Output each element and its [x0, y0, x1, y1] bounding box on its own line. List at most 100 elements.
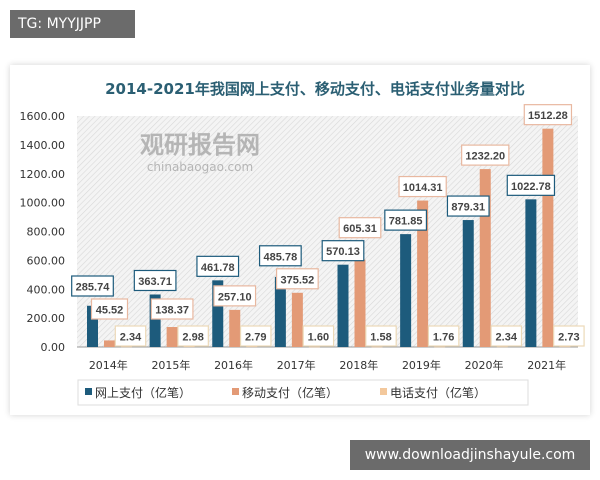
data-label-text: 461.78	[201, 262, 235, 274]
data-label-online: 285.74	[71, 275, 114, 297]
bar-phone	[434, 346, 446, 348]
data-label-phone: 2.73	[553, 325, 585, 347]
data-label-phone: 1.76	[427, 325, 460, 347]
data-label-text: 1.58	[370, 332, 391, 344]
data-label-text: 605.31	[343, 223, 377, 235]
legend-item-phone: 电话支付（亿笔）	[380, 385, 486, 400]
bar-phone	[308, 346, 320, 348]
bar-mobile	[104, 340, 115, 347]
legend-box	[77, 379, 529, 406]
data-label-mobile: 1512.28	[523, 104, 573, 126]
bar-online	[525, 199, 537, 347]
y-tick-label: 1400.00	[20, 139, 66, 152]
y-tick-label: 1000.00	[20, 197, 66, 210]
x-tick-label: 2017年	[277, 358, 316, 372]
watermark-name: 观研报告网	[140, 131, 260, 159]
y-tick-label: 600.00	[27, 254, 66, 267]
x-tick-label: 2020年	[465, 358, 504, 372]
data-label-text: 1.76	[433, 332, 454, 344]
legend-label: 移动支付（亿笔）	[242, 385, 338, 400]
legend-item-online: 网上支付（亿笔）	[85, 385, 191, 400]
bar-phone	[183, 346, 195, 348]
data-label-phone: 1.58	[365, 325, 397, 347]
data-label-text: 1232.20	[465, 151, 505, 163]
data-label-phone: 2.34	[114, 325, 147, 347]
data-label-text: 45.52	[96, 305, 124, 317]
bar-online	[274, 276, 286, 347]
legend-item-mobile: 移动支付（亿笔）	[232, 385, 338, 400]
data-label-text: 2.79	[245, 332, 266, 344]
y-tick-label: 1200.00	[20, 168, 66, 181]
data-label-text: 2.34	[496, 332, 518, 344]
data-label-online: 461.78	[196, 255, 240, 277]
data-label-text: 1014.31	[403, 182, 443, 194]
bar-mobile	[354, 259, 366, 347]
data-label-text: 2.98	[182, 332, 203, 344]
data-label-mobile: 138.37	[150, 298, 194, 320]
bar-online	[87, 305, 98, 347]
bar-phone	[246, 346, 258, 348]
legend-swatch	[380, 388, 387, 395]
x-tick-label: 2018年	[339, 358, 378, 372]
bar-mobile	[542, 128, 554, 347]
bar-phone	[121, 346, 132, 348]
data-label-text: 2.73	[558, 332, 579, 344]
bar-phone	[559, 346, 571, 348]
y-tick-label: 0.00	[41, 341, 66, 354]
chart-title: 2014-2021年我国网上支付、移动支付、电话支付业务量对比	[105, 80, 525, 98]
data-label-text: 485.78	[264, 251, 298, 263]
y-tick-label: 400.00	[27, 283, 66, 296]
bar-chart: 2014-2021年我国网上支付、移动支付、电话支付业务量对比 观研报告网 ch…	[20, 80, 585, 406]
data-label-text: 138.37	[155, 305, 189, 317]
data-label-mobile: 1014.31	[398, 175, 447, 198]
header-tag: TG: MYYJJPP	[10, 10, 135, 38]
data-label-online: 879.31	[446, 195, 490, 217]
legend-swatch	[85, 388, 92, 395]
bar-online	[337, 264, 349, 347]
bar-online	[212, 280, 224, 347]
bar-mobile	[479, 169, 491, 347]
bar-mobile	[166, 327, 178, 347]
data-label-text: 285.74	[76, 282, 111, 294]
data-label-text: 1.60	[308, 332, 329, 344]
data-label-mobile: 605.31	[338, 217, 382, 239]
chart-card: 2014-2021年我国网上支付、移动支付、电话支付业务量对比 观研报告网 ch…	[10, 65, 590, 415]
bar-mobile	[229, 309, 241, 347]
data-label-text: 570.13	[326, 246, 360, 258]
legend-label: 电话支付（亿笔）	[390, 385, 486, 400]
data-label-text: 2.34	[120, 332, 142, 344]
data-label-phone: 1.60	[302, 325, 335, 347]
data-label-text: 375.52	[281, 274, 315, 286]
bar-online	[149, 294, 161, 347]
data-label-mobile: 1232.20	[461, 144, 510, 166]
y-tick-label: 200.00	[27, 312, 66, 325]
data-label-online: 485.78	[258, 245, 302, 267]
bar-online	[462, 220, 474, 347]
watermark-url: chinabaogao.com	[147, 160, 253, 174]
data-label-text: 781.85	[389, 216, 423, 228]
data-label-online: 1022.78	[506, 174, 556, 196]
y-tick-label: 1600.00	[20, 110, 66, 123]
data-label-mobile: 45.52	[90, 298, 129, 320]
data-label-online: 781.85	[384, 209, 428, 231]
data-label-mobile: 257.10	[213, 285, 257, 307]
data-label-phone: 2.98	[177, 325, 209, 347]
x-tick-label: 2021年	[527, 358, 566, 372]
data-label-text: 1512.28	[528, 110, 568, 122]
data-label-phone: 2.34	[490, 325, 523, 347]
data-label-text: 1022.78	[511, 181, 551, 193]
data-label-text: 363.71	[138, 276, 172, 288]
legend-swatch	[232, 388, 239, 395]
data-label-phone: 2.79	[239, 325, 272, 347]
y-tick-label: 800.00	[27, 226, 66, 239]
data-label-online: 363.71	[133, 269, 177, 292]
x-tick-label: 2019年	[402, 358, 441, 372]
data-label-text: 257.10	[218, 291, 252, 303]
bar-phone	[371, 346, 383, 348]
data-label-text: 879.31	[451, 202, 485, 214]
legend-label: 网上支付（亿笔）	[95, 385, 191, 400]
bar-mobile	[417, 200, 429, 347]
x-tick-label: 2014年	[89, 358, 128, 372]
footer-site: www.downloadjinshayule.com	[350, 440, 590, 470]
bar-mobile	[291, 292, 303, 347]
